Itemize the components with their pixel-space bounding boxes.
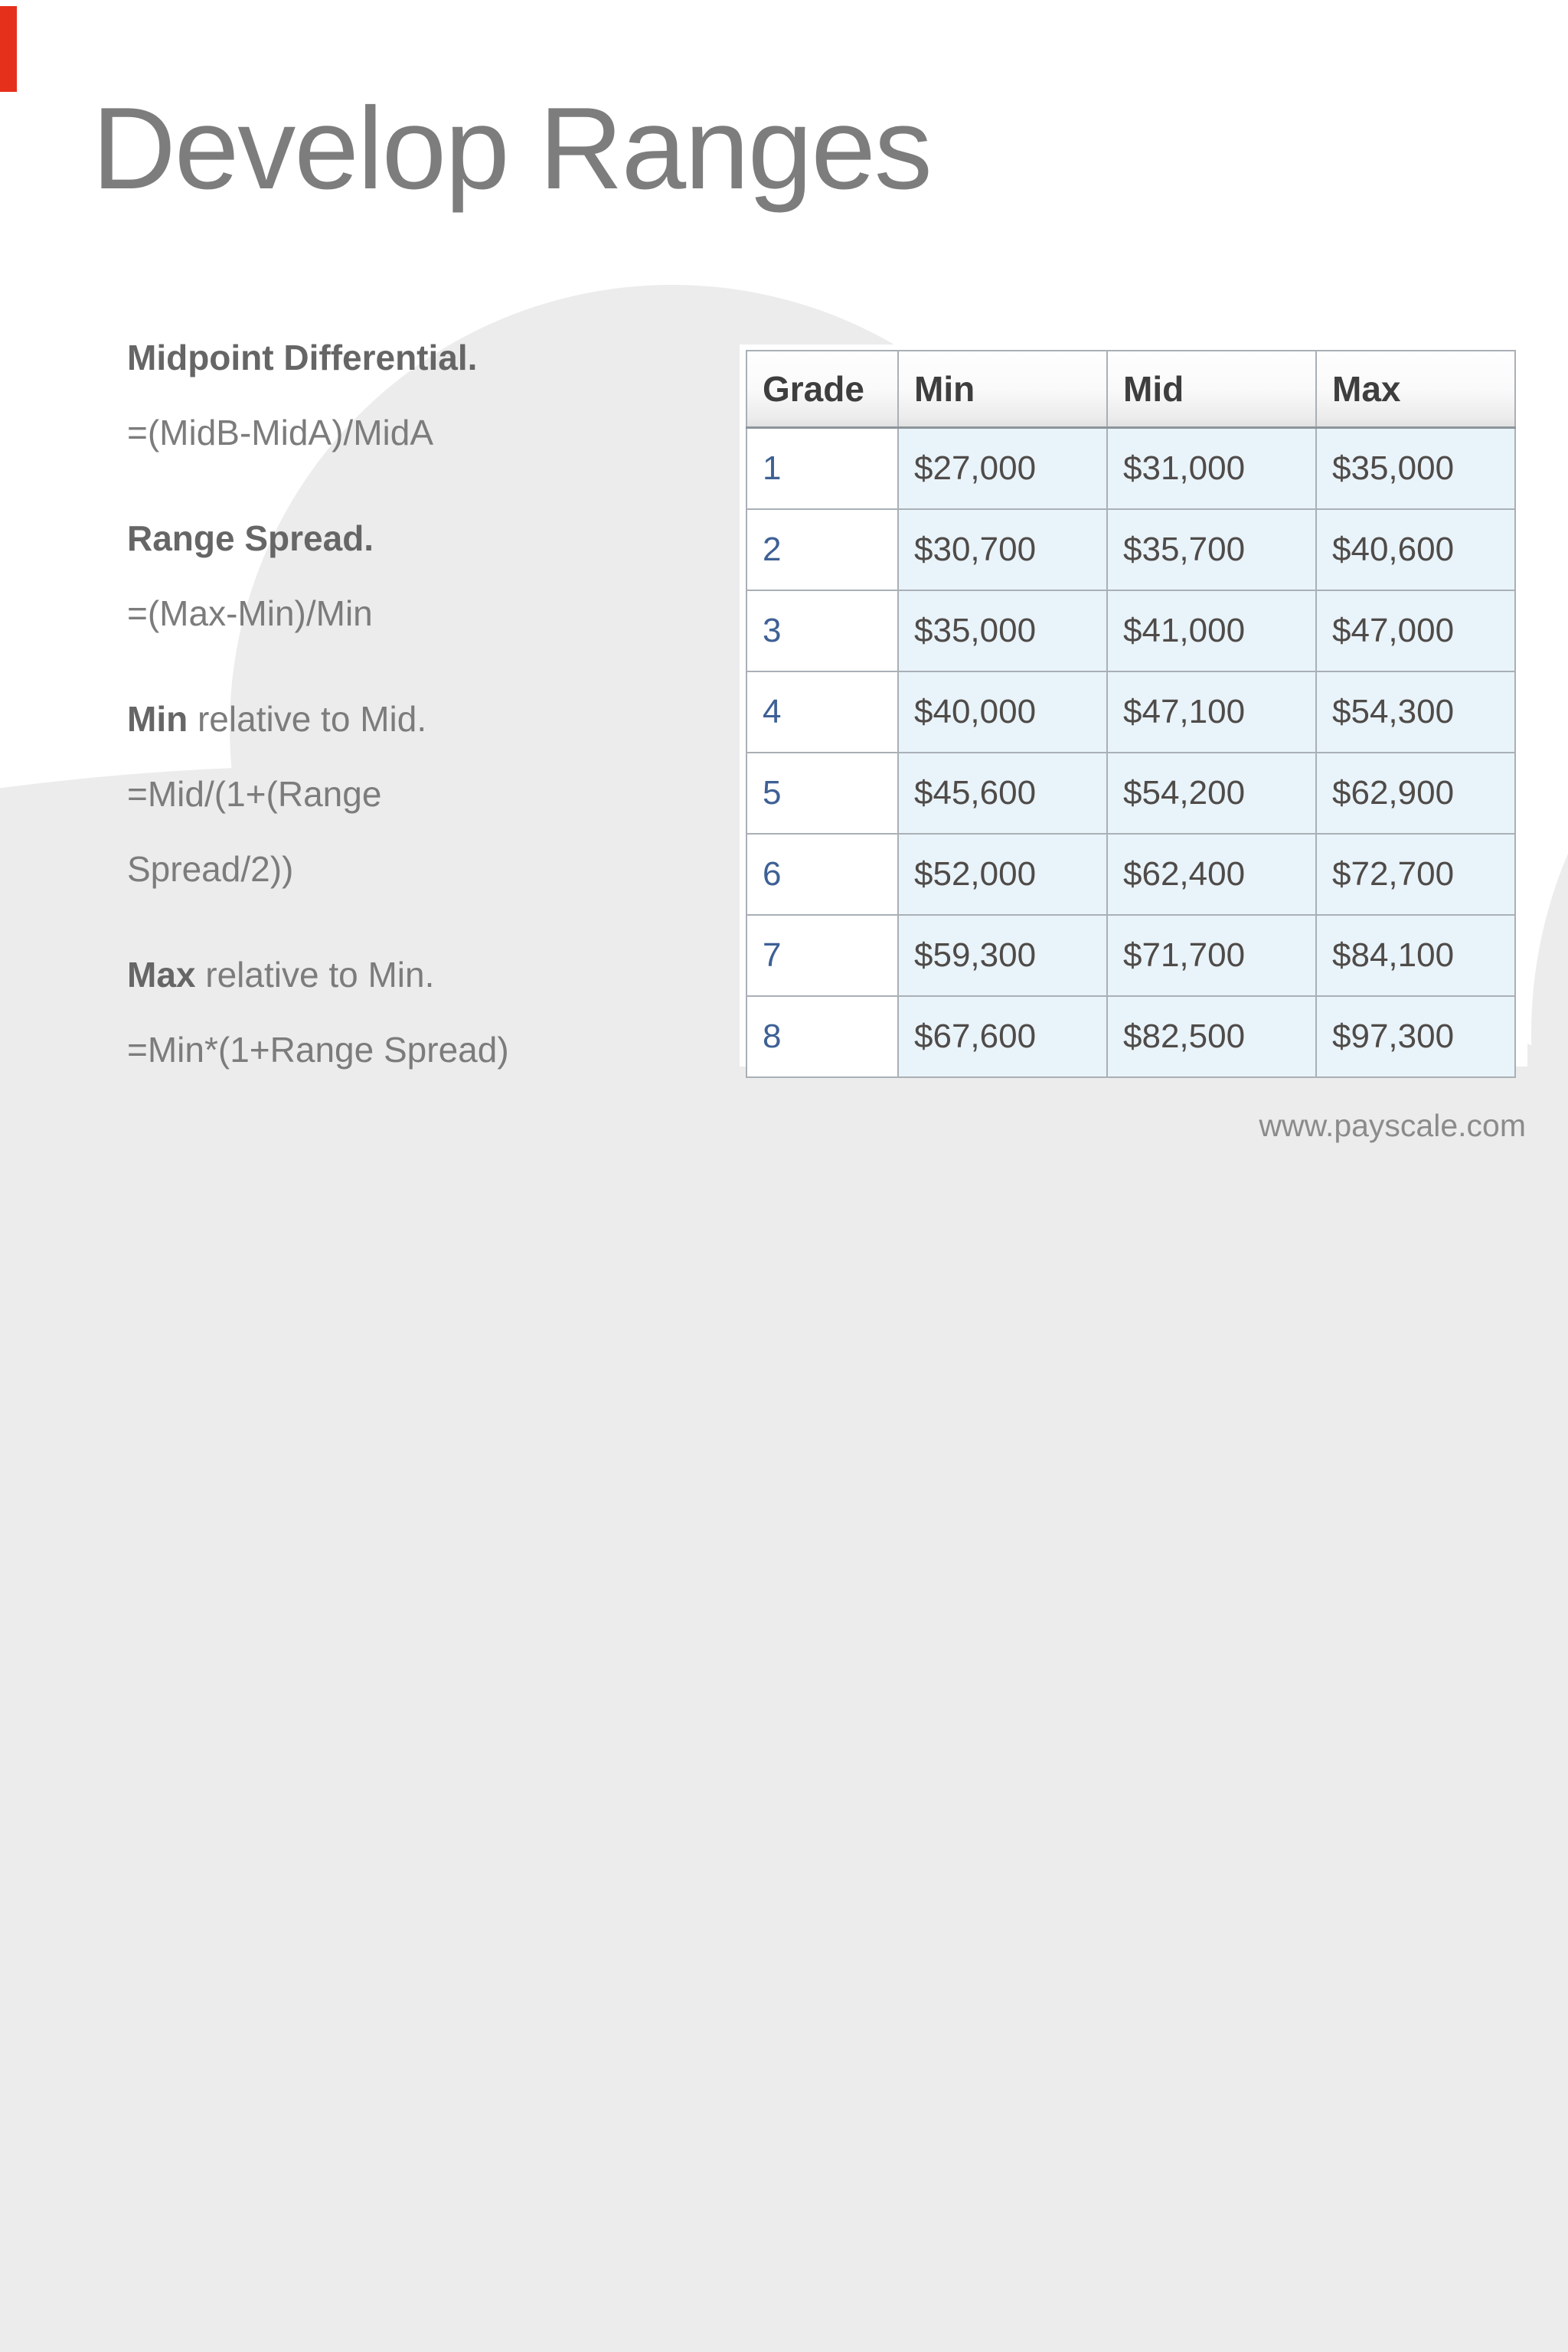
formula-notes: Midpoint Differential. =(MidB-MidA)/MidA… bbox=[127, 320, 724, 1118]
table-header-row: Grade Min Mid Max bbox=[746, 350, 1516, 429]
min-cell: $27,000 bbox=[897, 426, 1108, 510]
stanza-formula: Spread/2)) bbox=[127, 849, 294, 889]
min-cell: $52,000 bbox=[897, 833, 1108, 916]
table-row: 7 $59,300 $71,700 $84,100 bbox=[746, 914, 1516, 997]
grade-cell: 1 bbox=[746, 426, 899, 510]
stanza-heading: Range Spread. bbox=[127, 518, 374, 558]
grade-cell: 7 bbox=[746, 914, 899, 997]
grade-cell: 4 bbox=[746, 671, 899, 753]
mid-cell: $62,400 bbox=[1106, 833, 1317, 916]
min-cell: $30,700 bbox=[897, 508, 1108, 591]
salary-grade-table: Grade Min Mid Max 1 $27,000 $31,000 $35,… bbox=[746, 350, 1516, 1078]
stanza-formula: =Min*(1+Range Spread) bbox=[127, 1030, 509, 1070]
mid-cell: $31,000 bbox=[1106, 426, 1317, 510]
table-row: 8 $67,600 $82,500 $97,300 bbox=[746, 995, 1516, 1078]
table-row: 1 $27,000 $31,000 $35,000 bbox=[746, 426, 1516, 510]
mid-cell: $54,200 bbox=[1106, 752, 1317, 835]
mid-cell: $71,700 bbox=[1106, 914, 1317, 997]
grade-cell: 2 bbox=[746, 508, 899, 591]
max-cell: $97,300 bbox=[1315, 995, 1516, 1078]
stanza-formula: =(MidB-MidA)/MidA bbox=[127, 413, 434, 452]
max-cell: $35,000 bbox=[1315, 426, 1516, 510]
stanza-formula: =Mid/(1+(Range bbox=[127, 774, 382, 814]
stanza-range-spread: Range Spread. =(Max-Min)/Min bbox=[127, 501, 724, 651]
max-cell: $47,000 bbox=[1315, 590, 1516, 672]
footer-url: www.payscale.com bbox=[1259, 1108, 1526, 1143]
red-bar-marker bbox=[0, 6, 17, 92]
mid-cell: $82,500 bbox=[1106, 995, 1317, 1078]
grade-cell: 6 bbox=[746, 833, 899, 916]
min-cell: $40,000 bbox=[897, 671, 1108, 753]
min-cell: $67,600 bbox=[897, 995, 1108, 1078]
max-cell: $62,900 bbox=[1315, 752, 1516, 835]
table-row: 5 $45,600 $54,200 $62,900 bbox=[746, 752, 1516, 835]
stanza-max-relative-to-min: Max relative to Min. =Min*(1+Range Sprea… bbox=[127, 937, 724, 1087]
column-header-max: Max bbox=[1315, 350, 1516, 429]
mid-cell: $35,700 bbox=[1106, 508, 1317, 591]
max-cell: $54,300 bbox=[1315, 671, 1516, 753]
table-row: 6 $52,000 $62,400 $72,700 bbox=[746, 833, 1516, 916]
table-row: 4 $40,000 $47,100 $54,300 bbox=[746, 671, 1516, 753]
stanza-heading: Midpoint Differential. bbox=[127, 338, 478, 377]
stanza-heading: Max relative to Min. bbox=[127, 955, 435, 995]
max-cell: $40,600 bbox=[1315, 508, 1516, 591]
salary-table-panel: Grade Min Mid Max 1 $27,000 $31,000 $35,… bbox=[740, 345, 1527, 1078]
max-cell: $72,700 bbox=[1315, 833, 1516, 916]
stanza-midpoint-differential: Midpoint Differential. =(MidB-MidA)/MidA bbox=[127, 320, 724, 470]
stanza-formula: =(Max-Min)/Min bbox=[127, 593, 373, 633]
min-cell: $59,300 bbox=[897, 914, 1108, 997]
grade-cell: 5 bbox=[746, 752, 899, 835]
column-header-mid: Mid bbox=[1106, 350, 1317, 429]
stanza-min-relative-to-mid: Min relative to Mid. =Mid/(1+(Range Spre… bbox=[127, 681, 724, 906]
column-header-min: Min bbox=[897, 350, 1108, 429]
grade-cell: 8 bbox=[746, 995, 899, 1078]
column-header-grade: Grade bbox=[746, 350, 899, 429]
table-row: 2 $30,700 $35,700 $40,600 bbox=[746, 508, 1516, 591]
stanza-heading: Min relative to Mid. bbox=[127, 699, 427, 739]
mid-cell: $47,100 bbox=[1106, 671, 1317, 753]
min-cell: $45,600 bbox=[897, 752, 1108, 835]
mid-cell: $41,000 bbox=[1106, 590, 1317, 672]
page-title: Develop Ranges bbox=[92, 83, 933, 214]
grade-cell: 3 bbox=[746, 590, 899, 672]
min-cell: $35,000 bbox=[897, 590, 1108, 672]
max-cell: $84,100 bbox=[1315, 914, 1516, 997]
table-row: 3 $35,000 $41,000 $47,000 bbox=[746, 590, 1516, 672]
